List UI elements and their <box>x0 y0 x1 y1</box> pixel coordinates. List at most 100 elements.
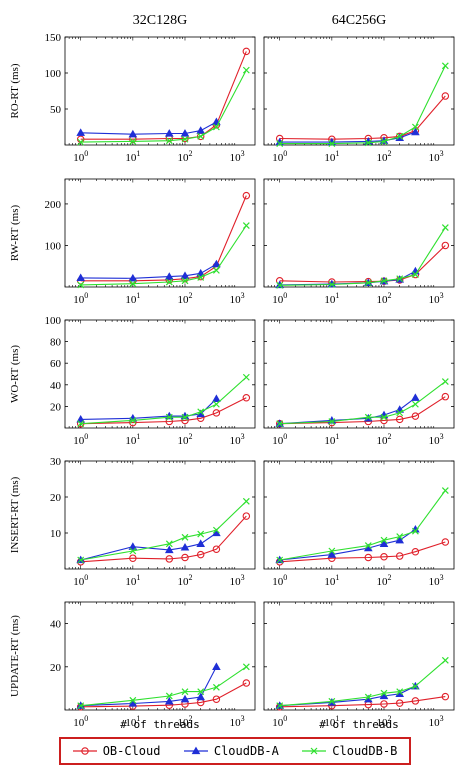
series-line <box>279 685 416 707</box>
y-axis-label: RO-RT (ms) <box>9 63 21 118</box>
x-tick-label: 103 <box>429 291 444 306</box>
y-tick-label: 40 <box>50 380 62 392</box>
x-tick-label: 102 <box>376 573 391 588</box>
data-point <box>411 127 420 136</box>
data-point <box>165 278 173 286</box>
data-point <box>242 47 251 56</box>
data-point <box>196 126 206 134</box>
data-point <box>396 409 404 417</box>
series-line <box>279 381 446 425</box>
data-point <box>181 135 189 143</box>
series-line <box>80 397 247 425</box>
data-point <box>77 281 85 289</box>
series-line <box>279 227 446 286</box>
data-point <box>212 695 221 703</box>
data-point <box>212 266 220 274</box>
series-line <box>80 666 217 707</box>
plot-frame <box>263 178 455 288</box>
data-point <box>364 542 372 550</box>
series-line <box>80 666 247 707</box>
series-line <box>80 69 247 143</box>
data-point <box>441 92 450 100</box>
x-tick-label: 102 <box>177 432 192 447</box>
data-point <box>212 526 220 534</box>
data-point <box>212 394 221 402</box>
panel-4-0: 20 40 100 101 102 103 <box>50 601 256 729</box>
data-point <box>164 129 174 137</box>
column-title: 32C128G <box>133 13 187 28</box>
plot-frame <box>64 178 256 288</box>
x-tick-label: 100 <box>73 573 88 588</box>
data-point <box>129 554 137 562</box>
series-line <box>279 245 446 283</box>
data-point <box>327 550 337 558</box>
x-tick-label: 103 <box>429 432 444 447</box>
data-point <box>212 400 220 408</box>
data-point <box>197 408 205 416</box>
data-point <box>411 682 419 690</box>
data-point <box>197 132 205 140</box>
legend-item: OB-Cloud <box>72 744 161 758</box>
data-point <box>180 694 190 703</box>
data-point <box>129 696 137 704</box>
series-line <box>80 515 247 563</box>
panel-4-1: 100 101 102 103 <box>263 601 455 729</box>
y-tick-label: 150 <box>45 32 62 44</box>
plot-frame <box>64 460 256 570</box>
data-point <box>395 552 404 560</box>
plot-frame <box>64 601 256 711</box>
data-point <box>328 418 336 425</box>
x-tick-label: 101 <box>324 291 339 306</box>
data-point <box>242 394 251 402</box>
data-point <box>276 420 284 428</box>
data-point <box>276 281 284 289</box>
series-line <box>279 270 416 286</box>
x-tick-label: 102 <box>177 291 192 306</box>
data-point <box>396 533 404 541</box>
data-point <box>441 487 449 494</box>
data-point <box>411 123 419 131</box>
data-point <box>165 413 173 421</box>
x-tick-label: 101 <box>125 149 140 164</box>
data-point <box>212 683 220 691</box>
legend-item: CloudDB-B <box>302 744 397 758</box>
series-line <box>279 696 446 708</box>
data-point <box>441 378 449 385</box>
x-tick-label: 102 <box>177 714 192 729</box>
legend-swatch <box>302 747 327 755</box>
x-tick-label: 102 <box>376 432 391 447</box>
plot-frame <box>64 319 256 429</box>
data-point <box>76 414 86 423</box>
y-tick-label: 20 <box>50 401 62 413</box>
legend-item: CloudDB-A <box>183 744 279 758</box>
data-point <box>441 692 450 701</box>
data-point <box>212 123 220 131</box>
series-line <box>279 659 446 707</box>
x-tick-label: 103 <box>230 573 245 588</box>
legend: OB-Cloud CloudDB-A CloudDB-B <box>59 737 411 765</box>
x-axis-label: # of threads <box>120 718 199 731</box>
data-point <box>128 129 138 138</box>
series-line <box>80 398 217 420</box>
data-point <box>276 140 284 147</box>
y-tick-label: 100 <box>45 68 62 80</box>
data-point <box>128 699 138 707</box>
data-point <box>395 415 404 424</box>
x-tick-label: 101 <box>324 573 339 588</box>
data-point <box>242 497 250 505</box>
data-point <box>411 697 420 705</box>
data-point <box>380 689 388 697</box>
x-tick-label: 101 <box>324 149 339 164</box>
data-point <box>441 241 450 250</box>
data-point <box>212 409 221 417</box>
data-point <box>411 547 420 556</box>
y-tick-label: 80 <box>50 337 62 349</box>
data-point <box>411 400 419 408</box>
legend-label: OB-Cloud <box>102 744 161 758</box>
x-tick-label: 103 <box>230 432 245 447</box>
panel-1-1: 100 101 102 103 <box>263 178 455 306</box>
series-line <box>279 131 416 143</box>
panel-1-0: 100 200 100 101 102 103 <box>45 178 256 306</box>
data-point <box>129 547 137 555</box>
